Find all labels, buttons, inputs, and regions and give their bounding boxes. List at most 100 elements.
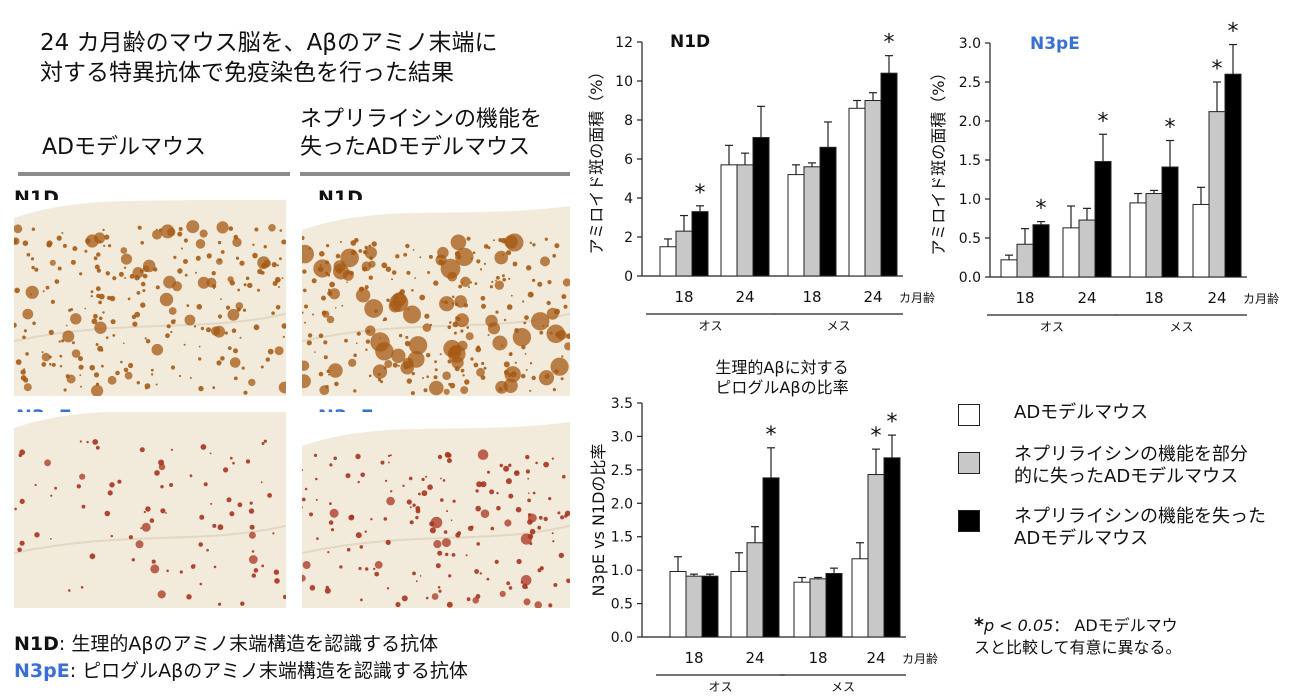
stained-plaque — [94, 264, 100, 270]
stained-plaque — [251, 550, 255, 553]
stained-plaque — [371, 241, 377, 247]
bar — [701, 575, 719, 638]
stained-plaque — [385, 539, 391, 545]
stained-plaque — [525, 454, 530, 460]
stained-plaque — [460, 386, 469, 395]
stained-plaque — [155, 383, 158, 386]
stained-plaque — [323, 340, 328, 345]
stained-plaque — [189, 376, 192, 379]
micrograph-ad-n1d — [14, 200, 286, 396]
stained-plaque — [252, 252, 258, 259]
footnote-n1d: N1D: 生理的Aβのアミノ末端構造を認識する抗体 — [14, 632, 438, 656]
stained-plaque — [496, 491, 499, 495]
tissue-section — [302, 422, 570, 608]
stained-plaque — [489, 285, 493, 289]
significance-marker: * — [887, 410, 898, 435]
stained-plaque — [563, 304, 568, 309]
stained-plaque — [374, 571, 380, 577]
stained-plaque — [157, 590, 166, 599]
bar — [1062, 227, 1080, 278]
significance-marker: * — [1165, 116, 1176, 141]
stained-plaque — [364, 299, 384, 318]
stained-plaque — [59, 354, 63, 358]
micrograph-ko-n1d — [302, 200, 570, 396]
stained-plaque — [137, 225, 142, 230]
stained-plaque — [543, 461, 549, 468]
stained-plaque — [529, 542, 533, 546]
significance-marker: * — [1228, 20, 1239, 45]
stained-plaque — [498, 387, 503, 392]
stained-plaque — [365, 567, 369, 571]
age-label: 18 — [1144, 289, 1163, 307]
stained-plaque — [271, 311, 275, 315]
stained-plaque — [412, 249, 415, 251]
stained-plaque — [445, 552, 449, 557]
stained-plaque — [494, 250, 508, 265]
stained-plaque — [453, 331, 457, 335]
stained-plaque — [406, 499, 412, 505]
stained-plaque — [476, 259, 481, 264]
chart-n3pe: 0.00.51.01.52.02.53.0アミロイド斑の面積（%）N3pE***… — [929, 20, 1279, 334]
age-label: 18 — [684, 649, 703, 667]
stained-plaque — [487, 470, 490, 474]
bar — [1161, 166, 1179, 278]
stained-plaque — [457, 340, 468, 351]
stained-plaque — [248, 531, 256, 539]
bar — [1078, 219, 1096, 278]
stained-plaque — [465, 332, 474, 341]
stained-plaque — [448, 574, 452, 578]
bar — [819, 146, 837, 277]
stained-plaque — [183, 343, 186, 346]
stained-plaque — [92, 439, 99, 445]
stained-plaque — [251, 573, 256, 578]
stained-plaque — [467, 525, 474, 532]
stained-plaque — [424, 313, 430, 319]
stained-plaque — [358, 249, 363, 253]
stained-plaque — [249, 524, 255, 530]
significance-marker: * — [695, 181, 706, 206]
stained-plaque — [260, 365, 264, 369]
stained-plaque — [508, 352, 513, 357]
stained-plaque — [84, 249, 88, 253]
chart-title: N3pE — [1030, 34, 1080, 54]
stained-plaque — [470, 357, 474, 361]
y-tick-label: 1.5 — [611, 530, 633, 546]
bar — [803, 166, 821, 277]
stained-plaque — [374, 309, 378, 313]
stained-plaque — [564, 342, 570, 351]
stained-plaque — [527, 513, 532, 517]
stained-plaque — [440, 498, 444, 502]
y-tick-label: 12 — [615, 35, 633, 51]
stained-plaque — [260, 481, 263, 484]
stained-plaque — [549, 331, 553, 335]
stained-plaque — [429, 380, 444, 396]
chart-title: ピログルAβの比率 — [715, 378, 848, 397]
bar — [669, 570, 687, 638]
stained-plaque — [448, 382, 451, 386]
stained-plaque — [233, 376, 238, 381]
stained-plaque — [377, 372, 381, 376]
stained-plaque — [386, 298, 390, 302]
stained-plaque — [30, 257, 35, 261]
bar — [685, 575, 703, 638]
stained-plaque — [462, 374, 465, 377]
stained-plaque — [443, 530, 448, 534]
stained-plaque — [128, 362, 134, 369]
stained-plaque — [106, 295, 112, 300]
stained-plaque — [227, 276, 234, 283]
stained-plaque — [173, 255, 177, 259]
bar — [1145, 193, 1163, 278]
sex-label: オス — [698, 319, 722, 333]
stained-plaque — [449, 321, 452, 324]
stained-plaque — [160, 485, 164, 489]
stained-plaque — [206, 327, 211, 333]
age-label: 24 — [745, 649, 764, 667]
stained-plaque — [401, 595, 408, 602]
age-unit-label: カ月齢 — [902, 651, 938, 666]
stained-plaque — [140, 281, 146, 287]
stained-plaque — [324, 587, 331, 594]
stained-plaque — [312, 313, 314, 316]
stained-plaque — [216, 258, 223, 265]
stained-plaque — [253, 324, 260, 331]
age-label: 24 — [1207, 289, 1226, 307]
